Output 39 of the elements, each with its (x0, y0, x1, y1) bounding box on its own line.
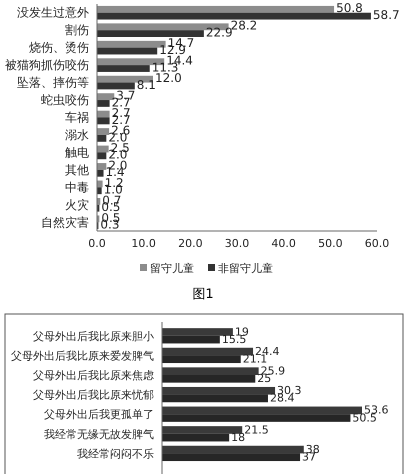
data-label: 12.0 (155, 71, 182, 86)
data-label: 28.4 (270, 392, 294, 405)
x-tick-label: 30.0 (224, 237, 250, 250)
y-tick-label: 父母外出后我比原来爱发脾气 (11, 349, 154, 362)
y-tick-label: 被猫狗抓伤咬伤 (5, 58, 89, 72)
data-label: 18 (231, 430, 246, 444)
data-label: 8.1 (136, 78, 156, 92)
y-tick-label: 父母外出后我比原来焦虑 (33, 369, 154, 382)
y-tick-label: 车祸 (65, 110, 89, 124)
y-tick-label: 自然灾害 (41, 215, 89, 230)
y-tick-label: 父母外出后我更孤单了 (44, 408, 154, 422)
x-tick-label: 20.0 (178, 237, 203, 250)
y-tick-label: 其他 (65, 162, 89, 177)
y-tick-label: 坠落、摔伤等 (17, 76, 89, 90)
data-label: 22.9 (206, 26, 233, 40)
x-tick-label: 0.0 (88, 237, 106, 250)
y-tick-label: 我经常闷闷不乐 (77, 447, 154, 460)
data-label: 28.2 (230, 18, 258, 33)
y-tick-label: 触电 (65, 145, 89, 160)
y-tick-label: 父母外出后我比原来忧郁 (33, 388, 154, 402)
y-tick-label: 父母外出后我比原来胆小 (33, 330, 154, 343)
x-tick-label: 40.0 (271, 237, 296, 250)
y-tick-label: 火灾 (65, 198, 89, 212)
x-tick-label: 50.0 (318, 237, 343, 250)
legend-label: 非留守儿童 (218, 262, 273, 275)
data-label: 50.8 (336, 1, 363, 16)
y-tick-label: 没发生过意外 (17, 6, 89, 20)
x-tick-label: 10.0 (131, 237, 156, 250)
data-label: 58.7 (372, 8, 400, 22)
y-tick-label: 烧伤、烫伤 (29, 40, 89, 55)
y-tick-label: 我经常无缘无故发脾气 (44, 428, 154, 441)
y-tick-label: 溺水 (65, 128, 89, 142)
legend-label: 留守儿童 (150, 262, 194, 275)
y-tick-label: 割伤 (65, 23, 89, 38)
y-tick-label: 蛇虫咬伤 (41, 93, 89, 108)
data-label: 21.5 (244, 423, 269, 436)
x-tick-label: 60.0 (364, 237, 390, 250)
y-tick-label: 中毒 (65, 180, 89, 194)
caption: 图1 (192, 287, 214, 302)
